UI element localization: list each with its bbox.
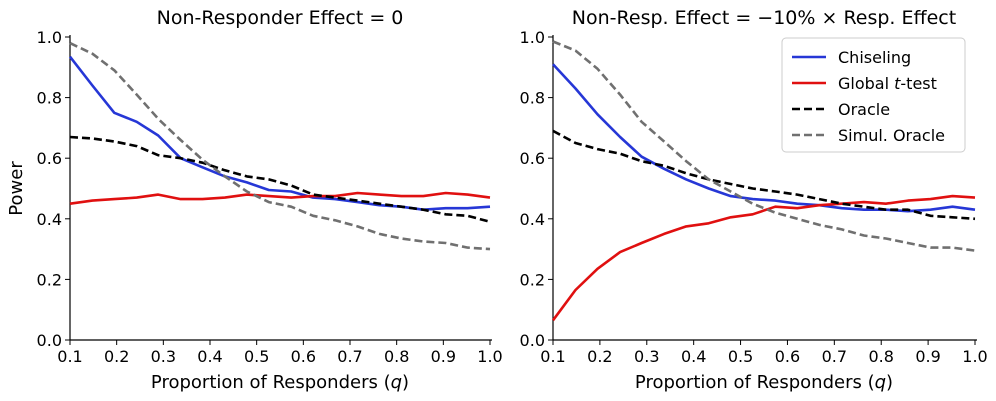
chart-title: Non-Resp. Effect = −10% × Resp. Effect: [572, 7, 956, 29]
series-line-global-t-test: [69, 191, 491, 205]
legend-label: Chiseling: [838, 48, 911, 67]
x-tick-label: 0.2: [587, 347, 612, 366]
y-tick-label: 0.0: [520, 331, 545, 350]
y-tick-label: 0.6: [37, 149, 62, 168]
series-line-oracle: [552, 129, 976, 221]
x-axis-label: Proportion of Responders (q): [635, 372, 893, 393]
x-tick-label: 0.8: [868, 347, 893, 366]
legend-label: Oracle: [838, 100, 890, 119]
series-line-global-t-test: [551, 194, 976, 322]
x-tick-label: 0.8: [384, 347, 409, 366]
x-tick-label: 0.3: [151, 347, 176, 366]
x-tick-label: 0.6: [291, 347, 316, 366]
chart-title: Non-Responder Effect = 0: [157, 7, 404, 29]
x-tick-label: 0.2: [104, 347, 129, 366]
legend-box: [781, 37, 966, 153]
legend-label: Global t-test: [838, 74, 937, 93]
x-tick-label: 0.9: [915, 347, 940, 366]
x-tick-label: 0.7: [337, 347, 362, 366]
x-tick-label: 1.0: [477, 347, 502, 366]
x-tick-label: 0.5: [244, 347, 269, 366]
x-tick-label: 0.1: [540, 347, 565, 366]
x-tick-label: 0.7: [822, 347, 847, 366]
y-tick-label: 1.0: [37, 28, 62, 47]
x-tick-label: 0.9: [431, 347, 456, 366]
x-tick-label: 0.4: [681, 347, 706, 366]
y-tick-label: 0.0: [37, 331, 62, 350]
x-tick-label: 0.6: [775, 347, 800, 366]
y-tick-label: 0.2: [520, 270, 545, 289]
x-axis-label: Proportion of Responders (q): [151, 372, 409, 393]
legend-label: Simul. Oracle: [838, 126, 945, 145]
left-panel: Non-Responder Effect = 0 0.1 0.2 0.3 0.4 0.5 0…: [6, 7, 503, 393]
y-tick-label: 0.6: [520, 149, 545, 168]
series-line-simul-oracle: [69, 41, 491, 251]
y-tick-label: 0.2: [37, 270, 62, 289]
y-tick-label: 0.4: [37, 210, 62, 229]
series-line-chiseling: [68, 55, 491, 211]
y-axis-label: Power: [6, 161, 27, 216]
x-tick-label: 0.3: [634, 347, 659, 366]
right-panel: Non-Resp. Effect = −10% × Resp. Effect 0.…: [520, 7, 988, 393]
y-tick-label: 0.4: [520, 210, 545, 229]
y-tick-label: 0.8: [520, 89, 545, 108]
x-tick-label: 0.5: [728, 347, 753, 366]
x-tick-label: 1.0: [962, 347, 987, 366]
x-tick-label: 0.4: [197, 347, 222, 366]
y-tick-label: 0.8: [37, 89, 62, 108]
y-tick-label: 1.0: [520, 28, 545, 47]
x-tick-label: 0.1: [57, 347, 82, 366]
